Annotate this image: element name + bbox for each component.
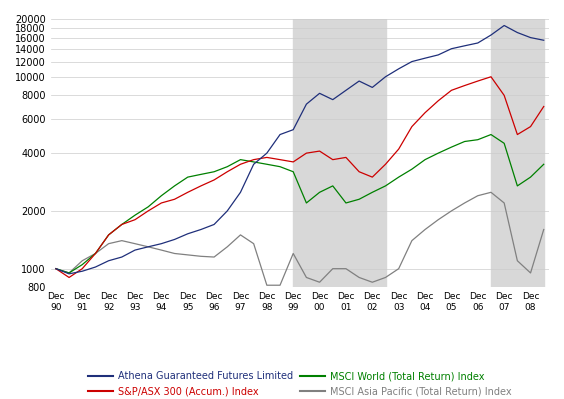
Bar <box>491 19 544 287</box>
Bar <box>293 19 386 287</box>
Legend: Athena Guaranteed Futures Limited, S&P/ASX 300 (Accum.) Index, MSCI World (Total: Athena Guaranteed Futures Limited, S&P/A… <box>85 367 515 399</box>
